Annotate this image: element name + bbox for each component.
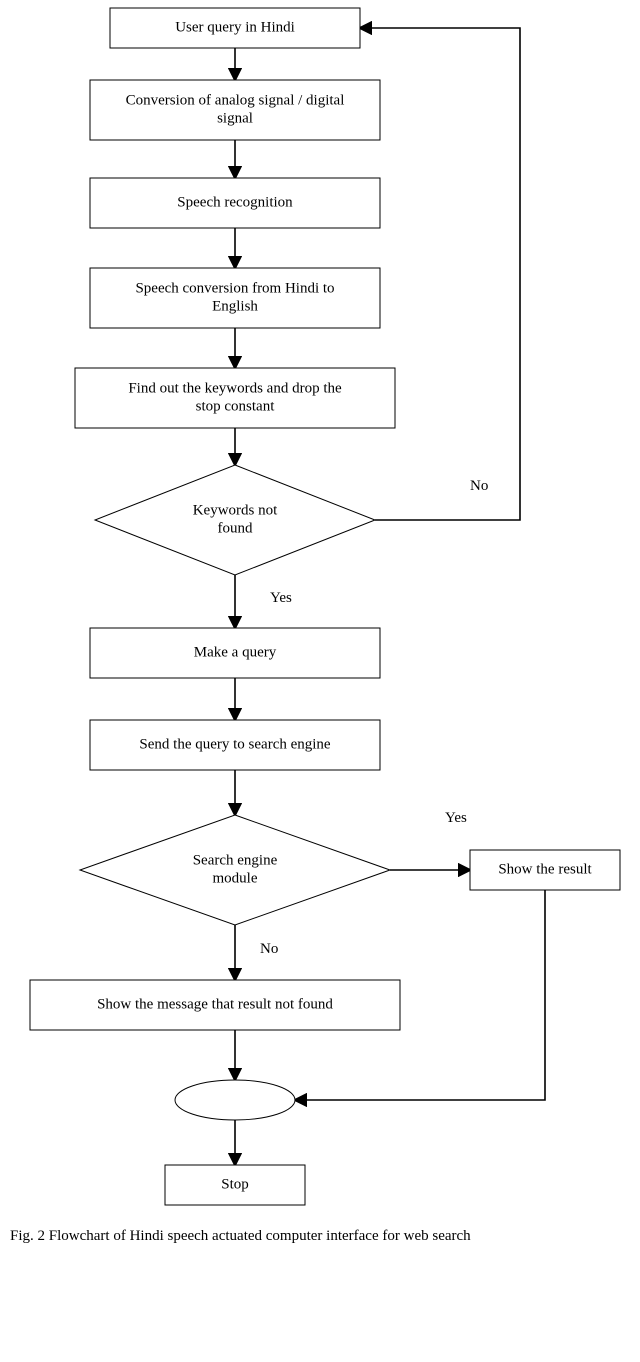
node-n10: Show the result	[470, 850, 620, 890]
edge-label: No	[260, 941, 278, 957]
edge-n6-n1: No	[360, 28, 520, 520]
node-text: English	[212, 298, 258, 314]
node-text: Speech recognition	[177, 194, 293, 210]
edge-n9-n10: Yes	[390, 810, 470, 870]
node-text: stop constant	[196, 398, 276, 414]
node-n2: Conversion of analog signal / digital sig…	[90, 80, 380, 140]
node-text: Stop	[221, 1176, 249, 1192]
node-text: signal	[217, 110, 253, 126]
node-text: module	[213, 870, 258, 886]
node-text: found	[218, 520, 253, 536]
edge-label: Yes	[270, 590, 292, 606]
node-n3: Speech recognition	[90, 178, 380, 228]
figure-caption: Fig. 2 Flowchart of Hindi speech actuate…	[10, 1228, 471, 1244]
node-n9: Search engine module	[80, 815, 390, 925]
node-n8: Send the query to search engine	[90, 720, 380, 770]
node-text: Show the result	[498, 861, 592, 877]
node-n5: Find out the keywords and drop the stop c…	[75, 368, 395, 428]
node-text: Conversion of analog signal / digital	[126, 92, 345, 108]
nodes-layer: User query in Hindi Conversion of analog …	[30, 8, 620, 1205]
node-text: User query in Hindi	[175, 19, 295, 35]
node-text: Show the message that result not found	[97, 996, 333, 1012]
node-n4: Speech conversion from Hindi to English	[90, 268, 380, 328]
node-text: Make a query	[194, 644, 277, 660]
node-n1: User query in Hindi	[110, 8, 360, 48]
edge-n6-n7: Yes	[235, 575, 292, 628]
flowchart-svg: No Yes Yes No User query in Hindi Conversion…	[0, 0, 640, 1362]
node-text: Keywords not	[193, 502, 278, 518]
node-n7: Make a query	[90, 628, 380, 678]
node-n12	[175, 1080, 295, 1120]
node-text: Speech conversion from Hindi to	[135, 280, 334, 296]
edge-label: No	[470, 478, 488, 494]
edge-label: Yes	[445, 810, 467, 826]
node-n13: Stop	[165, 1165, 305, 1205]
node-text: Search engine	[193, 852, 278, 868]
node-n6: Keywords not found	[95, 465, 375, 575]
node-text: Find out the keywords and drop the	[128, 380, 342, 396]
node-n11: Show the message that result not found	[30, 980, 400, 1030]
edge-n9-n11: No	[235, 925, 278, 980]
node-text: Send the query to search engine	[139, 736, 331, 752]
